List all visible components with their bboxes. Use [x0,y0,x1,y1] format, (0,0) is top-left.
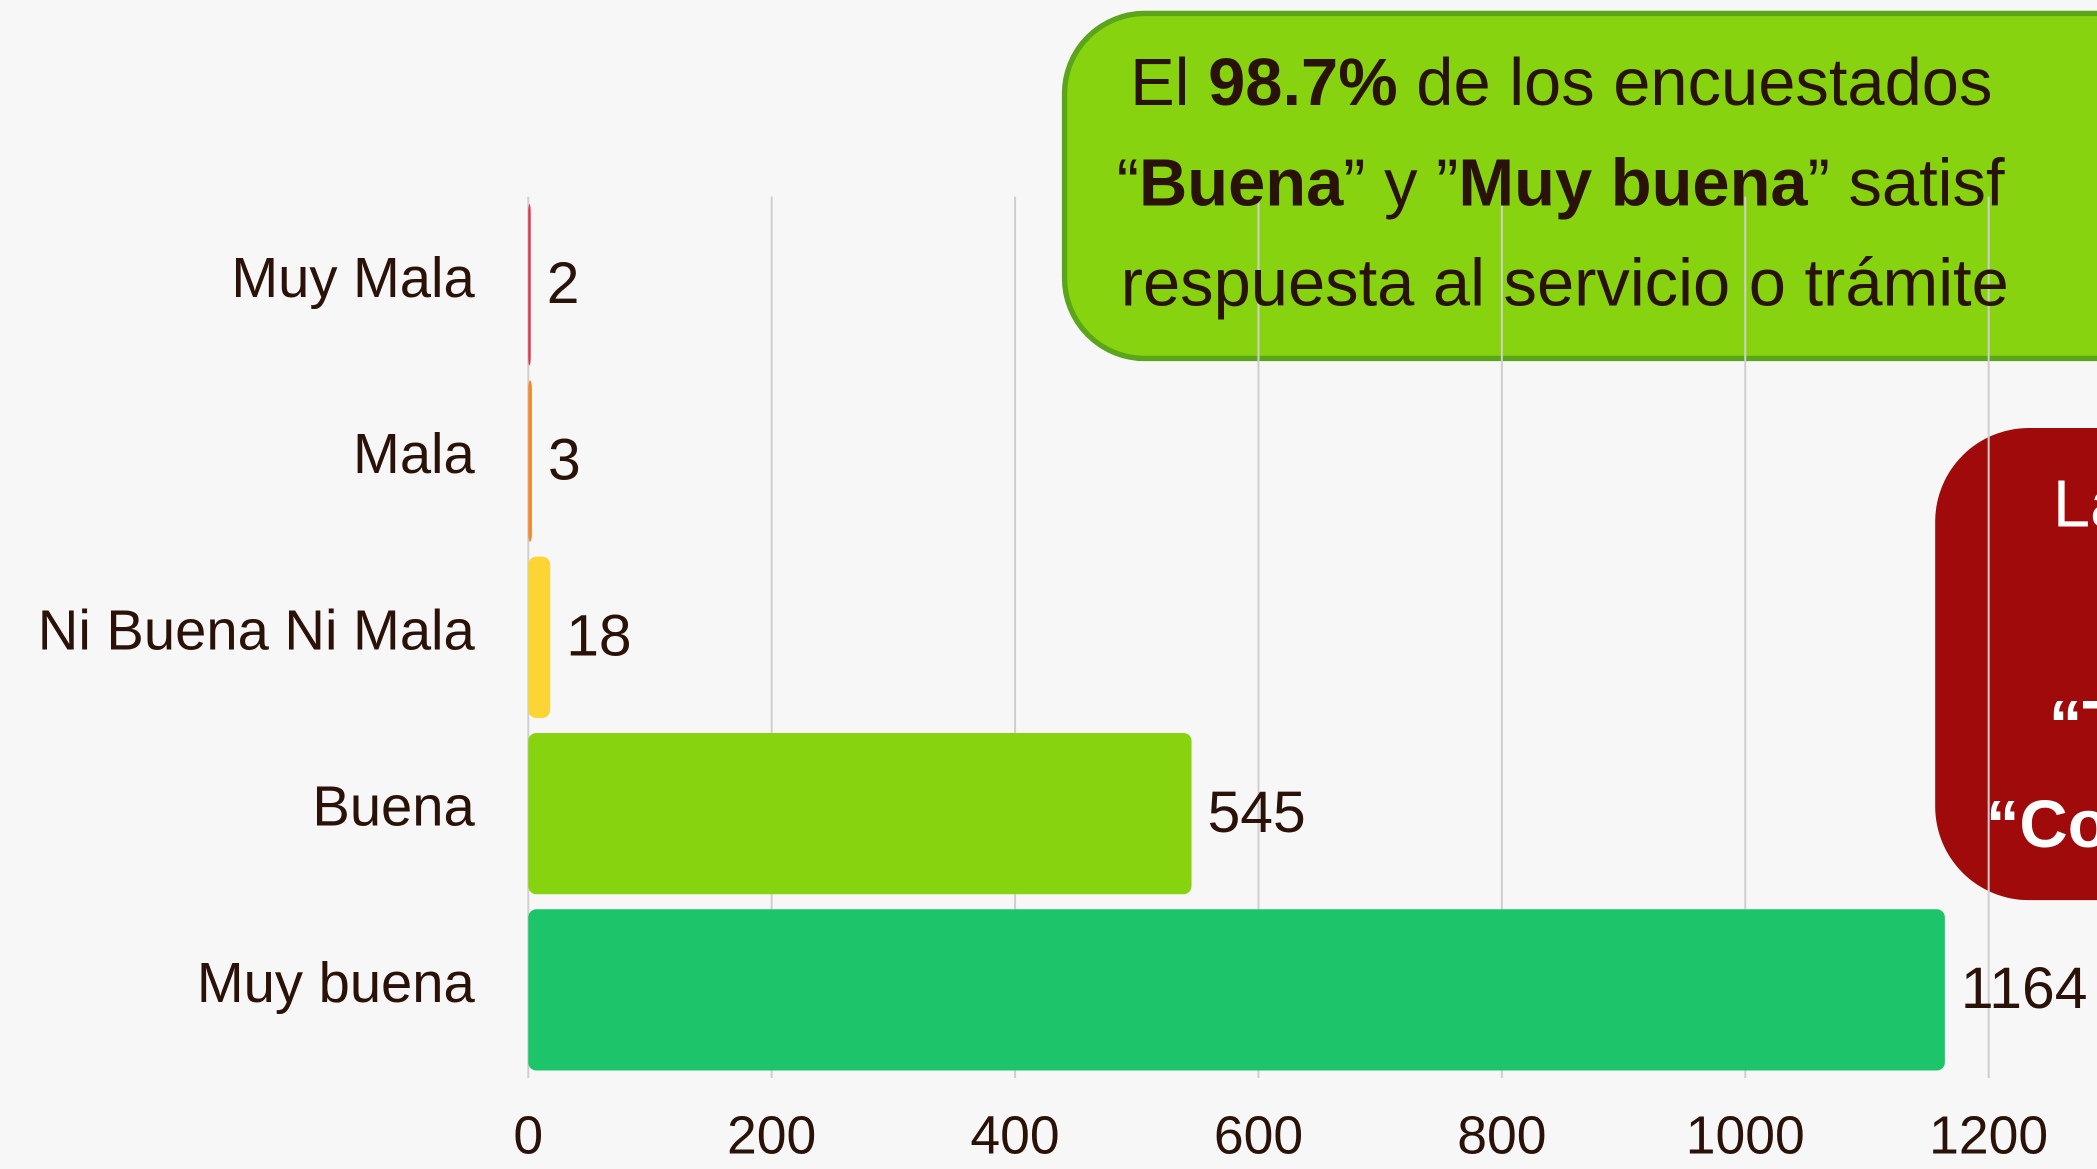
annotation-text: ” satisf [1808,145,2005,220]
bar [528,909,1945,1071]
bar [528,732,1192,895]
value-label: 2 [547,251,580,316]
x-tick-label: 1000 [1686,1107,1805,1166]
annotation-line: La [2053,466,2097,541]
y-tick-label: Muy buena [197,951,476,1014]
annotation-text: El [1130,45,1208,120]
y-tick-label: Muy Mala [231,246,475,309]
x-tick-label: 1200 [1929,1107,2048,1166]
y-tick-label: Mala [353,422,475,485]
x-tick-label: 200 [727,1107,816,1166]
annotation-text: de los encuestados [1398,45,1993,120]
green-callout [1061,10,2097,362]
plot-area: 0 200 400 600 800 1000 1200 Muy Mala 2 Mala 3 Ni Bu… [38,196,2088,1166]
annotation-text: respuesta al servicio o trámite [1121,245,2009,320]
annotation-line: respuesta al servicio o trámite [1121,245,2009,320]
bar [528,204,531,366]
annotation-text: Buena [1139,145,1344,220]
annotation-line: El 98.7% de los encuestados [1130,45,1992,120]
y-tick-label: Buena [312,775,475,838]
annotation-line: “Buena” y ”Muy buena” satisf [1117,145,2005,220]
bar [528,556,551,718]
y-tick-label: Ni Buena Ni Mala [38,598,476,661]
annotation-text: “ [1117,145,1139,220]
annotation-text: 98.7% [1208,45,1398,120]
annotation-text: “T [2049,687,2097,762]
x-tick-label: 400 [970,1107,1059,1166]
annotation-text: “Co [1986,787,2097,862]
value-label: 545 [1208,780,1306,845]
annotation-text: Muy buena [1458,145,1808,220]
x-tick-label: 800 [1457,1107,1546,1166]
annotation-text: ” y ” [1343,145,1458,220]
x-tick-label: 0 [513,1107,543,1166]
annotation-line: “Co [1986,787,2097,862]
annotations: El 98.7% de los encuestados “Buena” y ”Mu… [1117,45,2097,862]
value-label: 1164 [1961,956,2088,1021]
value-label: 18 [566,604,631,669]
x-tick-label: 600 [1214,1107,1303,1166]
annotation-text: La [2053,466,2097,541]
annotation-line: “T [2049,687,2097,762]
bar [528,380,532,542]
value-label: 3 [548,427,581,492]
red-callout [1935,428,2097,901]
